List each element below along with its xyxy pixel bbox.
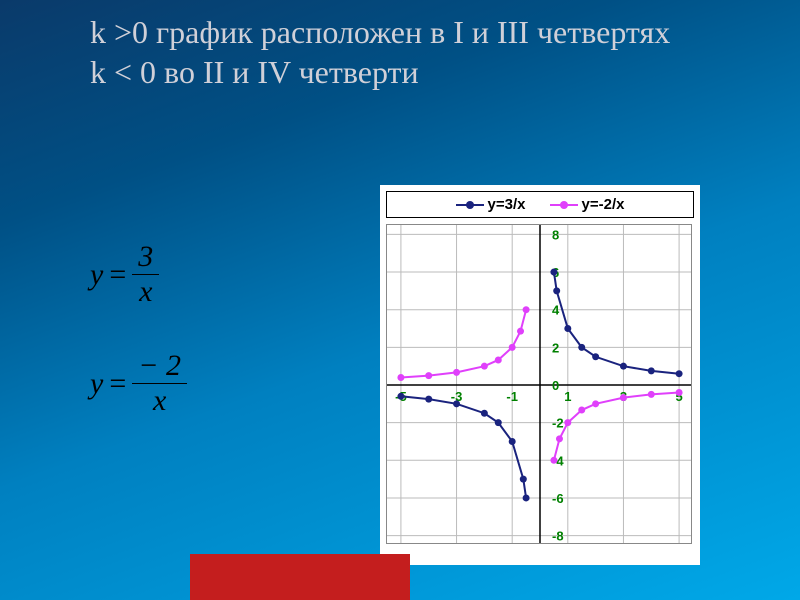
svg-text:-1: -1 xyxy=(506,389,518,404)
svg-text:2: 2 xyxy=(552,340,559,355)
formula-1-lhs: y xyxy=(90,258,103,292)
plot-area: -5-3-1135-8-6-4-202468 xyxy=(386,224,692,544)
formula-1-den: x xyxy=(132,275,159,309)
svg-text:-8: -8 xyxy=(552,529,564,544)
formulas: y = 3 x y = − 2 x xyxy=(90,240,187,458)
formula-2-lhs: y xyxy=(90,367,103,401)
svg-text:0: 0 xyxy=(552,378,559,393)
formula-2-den: x xyxy=(132,384,187,418)
svg-text:4: 4 xyxy=(552,303,560,318)
legend-marker xyxy=(550,204,578,206)
svg-text:1: 1 xyxy=(564,389,571,404)
legend-item: y=3/x xyxy=(456,196,526,213)
formula-2: y = − 2 x xyxy=(90,349,187,418)
title-line-1: k >0 график расположен в I и III четверт… xyxy=(90,14,670,50)
legend-label: y=3/x xyxy=(488,196,526,213)
svg-text:-6: -6 xyxy=(552,491,564,506)
svg-text:8: 8 xyxy=(552,227,559,242)
legend-label: y=-2/x xyxy=(582,196,625,213)
accent-bar xyxy=(190,554,410,600)
formula-1: y = 3 x xyxy=(90,240,187,309)
legend-item: y=-2/x xyxy=(550,196,625,213)
title-line-2: k < 0 во II и IV четверти xyxy=(90,54,419,90)
legend: y=3/x y=-2/x xyxy=(386,191,694,218)
formula-2-num: − 2 xyxy=(132,349,187,384)
svg-text:-2: -2 xyxy=(552,416,564,431)
chart-svg: -5-3-1135-8-6-4-202468 xyxy=(387,225,692,544)
chart-container: y=3/xy=-2/x -5-3-1135-8-6-4-202468 xyxy=(380,185,700,565)
formula-1-num: 3 xyxy=(132,240,159,275)
slide-title: k >0 график расположен в I и III четверт… xyxy=(0,0,800,92)
legend-marker xyxy=(456,204,484,206)
